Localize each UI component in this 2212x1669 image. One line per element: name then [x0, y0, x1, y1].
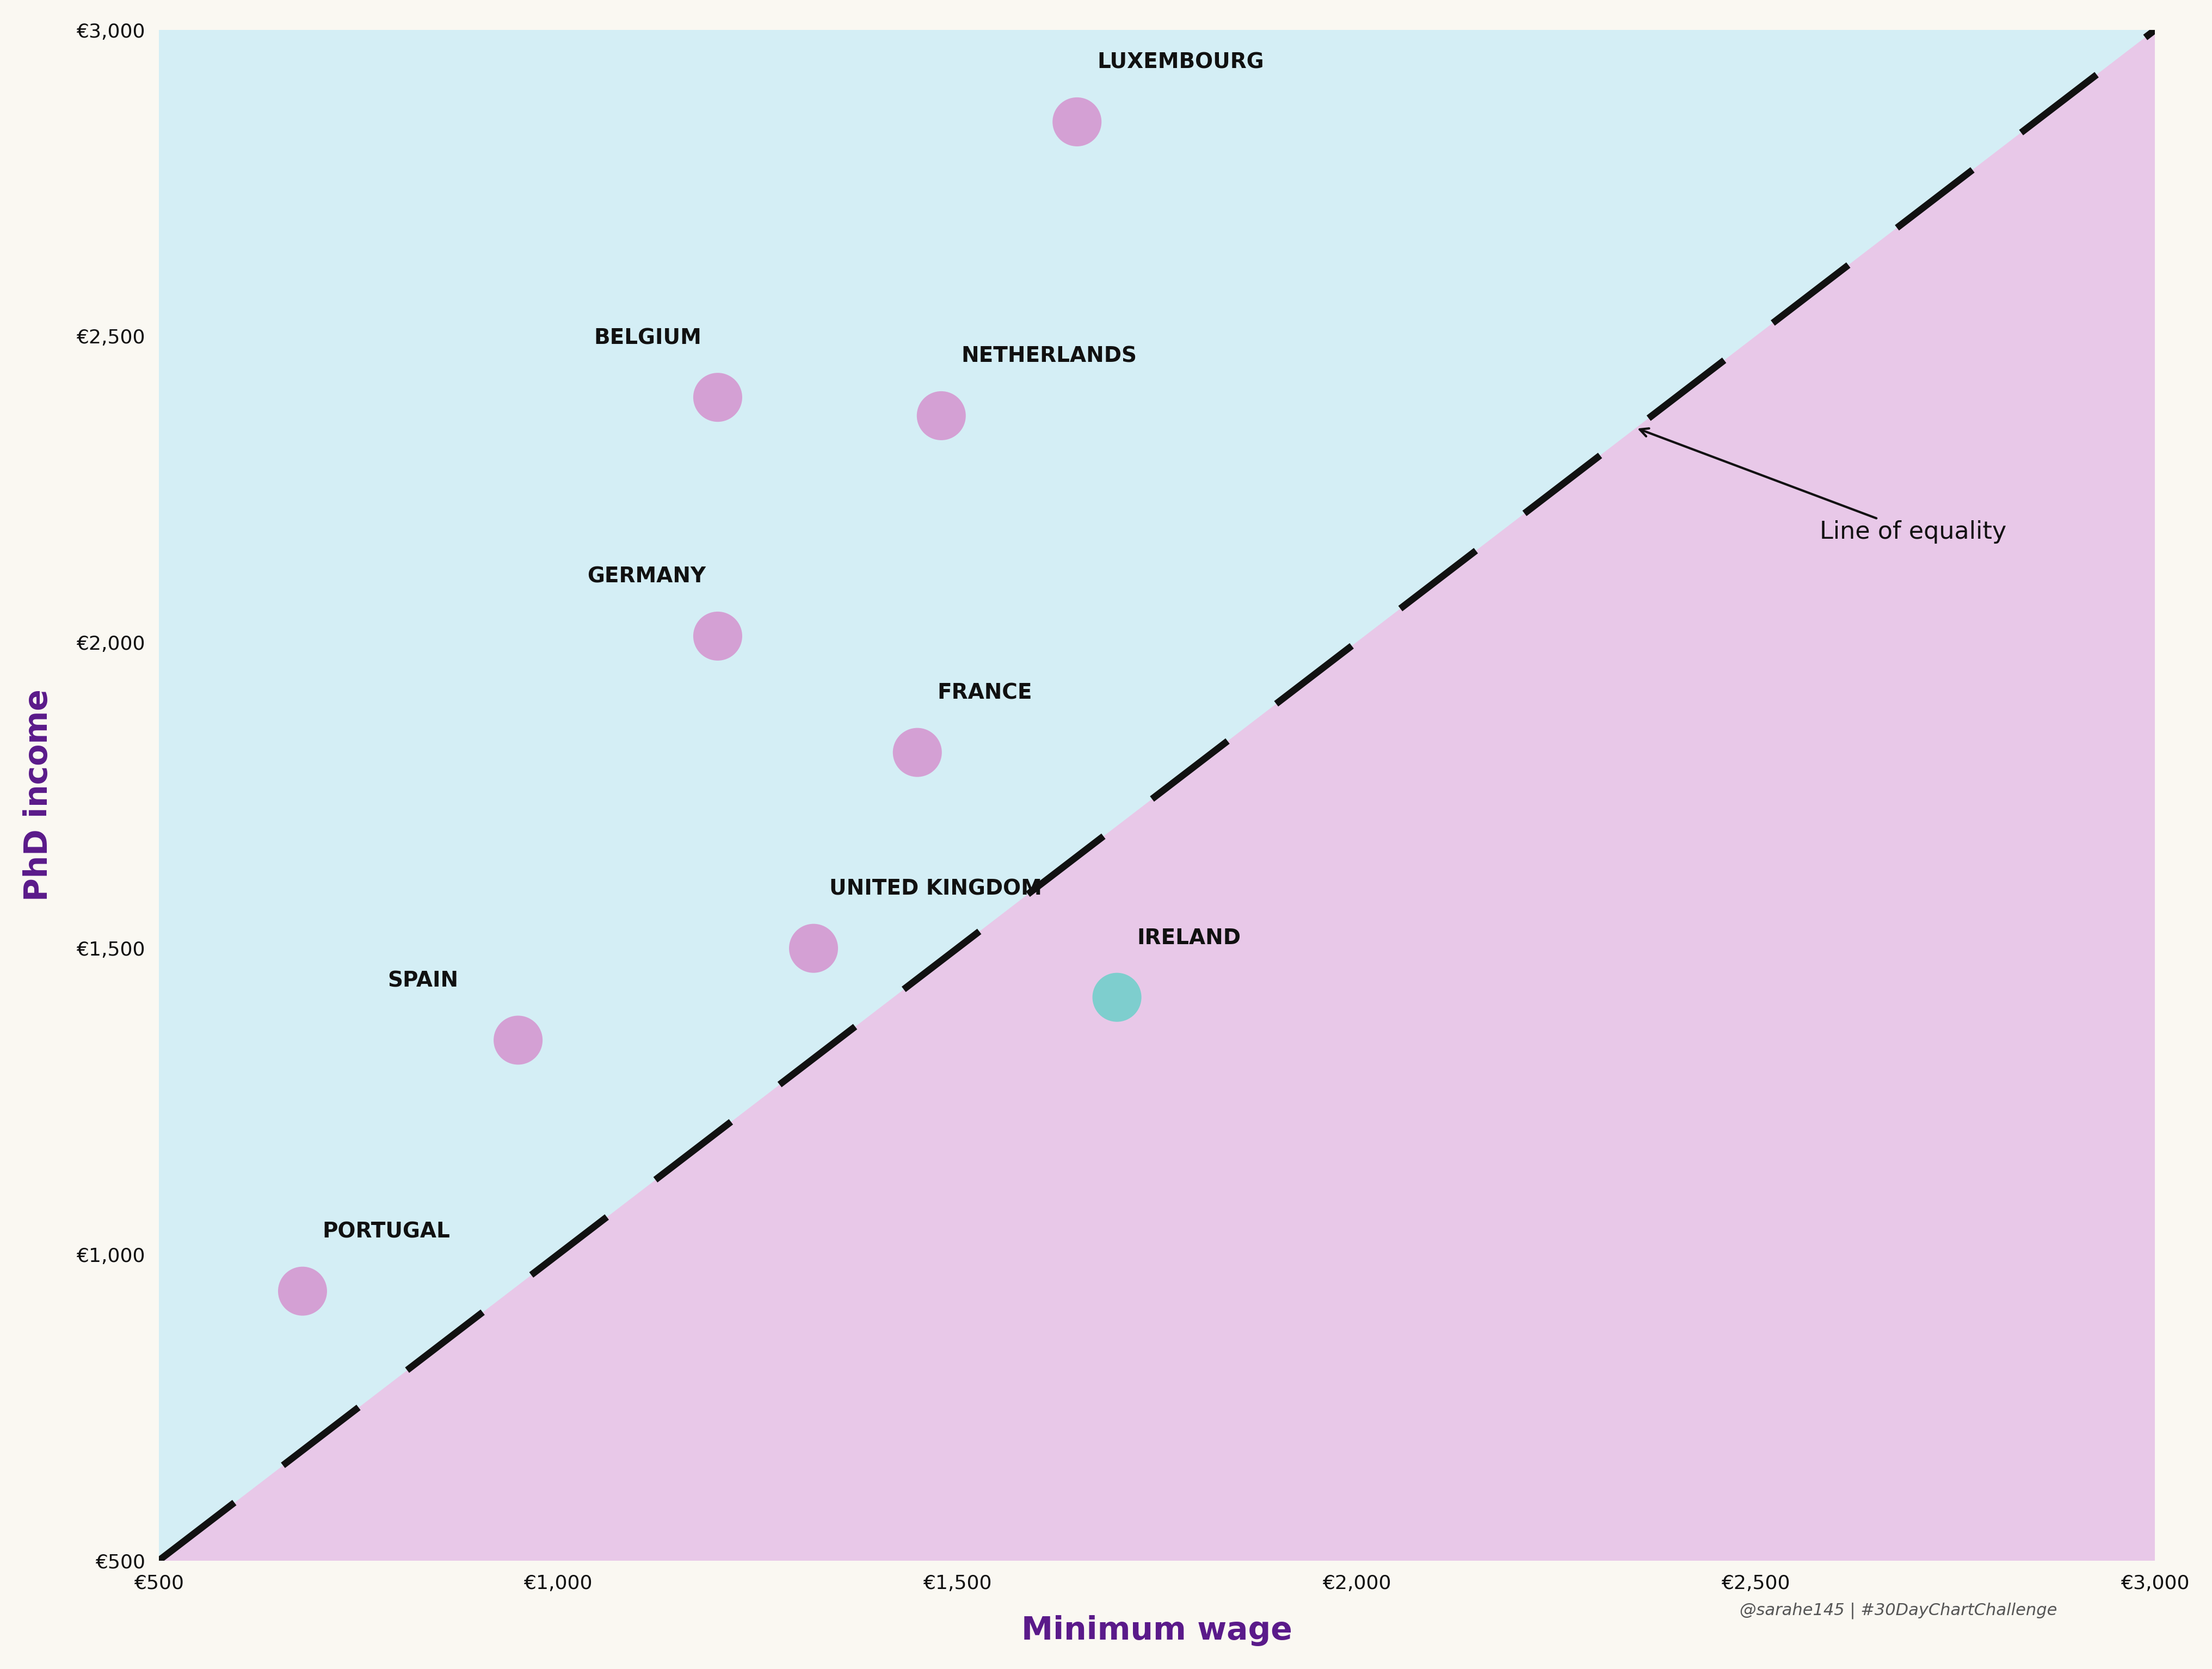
Point: [500, 1026, 535, 1053]
Text: GERMANY: GERMANY: [586, 566, 706, 587]
Text: BELGIUM: BELGIUM: [595, 327, 701, 349]
Point: [285, 1278, 321, 1305]
Text: SPAIN: SPAIN: [387, 970, 458, 991]
Text: Line of equality: Line of equality: [1639, 429, 2006, 544]
Text: LUXEMBOURG: LUXEMBOURG: [1097, 52, 1263, 73]
Point: [699, 623, 734, 649]
X-axis label: Minimum wage: Minimum wage: [1022, 1616, 1292, 1646]
Y-axis label: PhD income: PhD income: [22, 689, 53, 901]
Text: PORTUGAL: PORTUGAL: [323, 1222, 451, 1242]
Text: FRANCE: FRANCE: [938, 683, 1033, 703]
Point: [1060, 108, 1095, 135]
Text: UNITED KINGDOM: UNITED KINGDOM: [829, 878, 1042, 900]
Text: IRELAND: IRELAND: [1137, 928, 1241, 948]
Point: [796, 935, 832, 961]
Point: [925, 402, 960, 429]
Point: [900, 739, 936, 766]
Polygon shape: [159, 30, 2154, 1561]
Text: NETHERLANDS: NETHERLANDS: [962, 345, 1137, 367]
Point: [1099, 985, 1135, 1011]
Point: [699, 384, 734, 411]
Text: @sarahe145 | #30DayChartChallenge: @sarahe145 | #30DayChartChallenge: [1739, 1602, 2057, 1619]
